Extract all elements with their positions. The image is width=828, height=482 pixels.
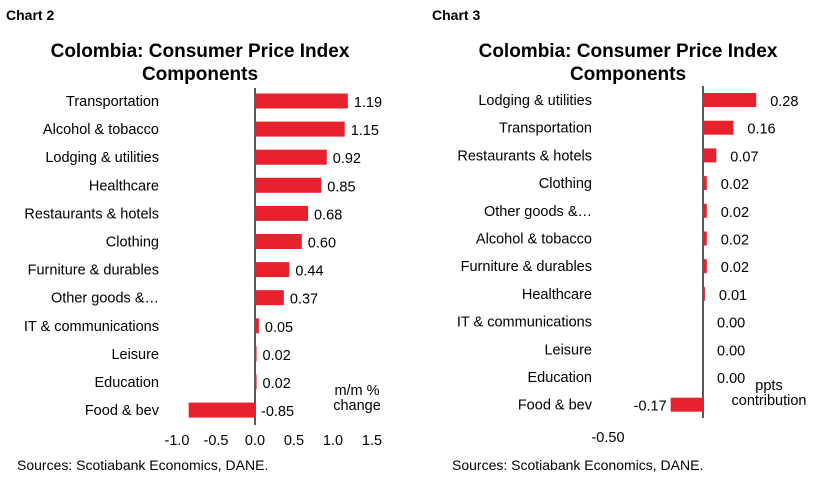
data-label: 0.92 <box>333 151 361 167</box>
chart-title-line-1: Colombia: Consumer Price Index <box>50 41 350 62</box>
data-label: 0.02 <box>721 205 749 221</box>
bar-chart-right: Lodging & utilities Transportation Restaur… <box>457 86 807 446</box>
bar <box>703 231 707 246</box>
category-label: Furniture & durables <box>28 263 159 279</box>
category-label: Healthcare <box>89 178 159 194</box>
category-label: Education <box>95 375 160 391</box>
chart-title: Colombia: Consumer Price Index Component… <box>0 40 400 86</box>
axis-unit-label: change <box>333 398 381 414</box>
data-label: 0.60 <box>308 236 336 252</box>
data-label: 0.02 <box>721 260 749 276</box>
bar <box>255 205 309 221</box>
category-label: Other goods &… <box>484 204 592 220</box>
data-label: 0.44 <box>295 264 323 280</box>
x-tick-label: -1.0 <box>165 433 190 449</box>
bar <box>703 176 707 191</box>
category-label: Other goods &… <box>51 291 159 307</box>
data-label: 0.85 <box>327 179 355 195</box>
data-label: 1.15 <box>351 123 379 139</box>
data-label: 0.37 <box>290 292 318 308</box>
x-tick-label: 0.0 <box>245 433 265 449</box>
data-label: 1.19 <box>354 95 382 111</box>
data-label: 0.07 <box>730 149 758 165</box>
chart-panel-right: Chart 3 Colombia: Consumer Price Index C… <box>414 0 828 482</box>
bar <box>703 120 734 135</box>
x-tick-label: 1.5 <box>362 433 382 449</box>
category-label: Food & bev <box>518 398 593 414</box>
data-label: 0.01 <box>719 288 747 304</box>
bar <box>255 234 302 249</box>
data-label: -0.17 <box>634 399 667 415</box>
x-tick-label: -0.50 <box>591 430 624 446</box>
bar <box>703 286 705 301</box>
category-label: Transportation <box>499 121 592 137</box>
data-label: -0.85 <box>261 404 294 420</box>
data-label: 0.02 <box>263 376 291 392</box>
x-tick-label: 0.5 <box>284 433 304 449</box>
data-label: 0.00 <box>717 343 745 359</box>
bar <box>255 374 257 390</box>
category-label: IT & communications <box>457 315 592 331</box>
data-label: 0.02 <box>263 348 291 364</box>
bar <box>703 148 717 163</box>
bar <box>188 402 255 418</box>
chart-number-label: Chart 2 <box>6 7 55 23</box>
category-label: Leisure <box>544 342 592 358</box>
bar <box>703 93 757 107</box>
bar <box>255 346 257 362</box>
data-label: 0.68 <box>314 207 342 223</box>
category-label: Food & bev <box>85 403 160 419</box>
axis-unit-label: m/m % <box>334 383 379 399</box>
data-label: 0.28 <box>770 94 798 110</box>
chart-title-line-2: Components <box>569 64 687 85</box>
data-label: 0.05 <box>265 320 293 336</box>
data-label: 0.00 <box>717 371 745 387</box>
sources-note: Sources: Scotiabank Economics, DANE. <box>17 457 269 473</box>
category-label: Transportation <box>66 94 159 110</box>
data-label: 0.02 <box>721 177 749 193</box>
chart-panel-left: Chart 2 Colombia: Consumer Price Index C… <box>0 7 400 473</box>
bar <box>255 318 259 334</box>
category-label: Alcohol & tobacco <box>476 232 592 248</box>
category-label: Furniture & durables <box>461 259 592 275</box>
bar <box>670 397 703 412</box>
bar <box>255 149 327 165</box>
category-label: Alcohol & tobacco <box>43 122 159 138</box>
category-label: Restaurants & hotels <box>24 206 159 222</box>
x-tick-label: -0.5 <box>204 433 229 449</box>
chart-title-line-1: Colombia: Consumer Price Index <box>478 41 778 62</box>
category-label: Lodging & utilities <box>45 150 159 166</box>
bar <box>703 203 707 218</box>
data-label: 0.00 <box>717 316 745 332</box>
category-label: Restaurants & hotels <box>457 148 592 164</box>
bar <box>703 259 707 274</box>
category-label: Clothing <box>106 235 159 251</box>
bar <box>255 177 322 193</box>
data-label: 0.16 <box>747 122 775 138</box>
data-label: 0.02 <box>721 233 749 249</box>
bar <box>255 93 348 109</box>
category-label: Education <box>528 370 593 386</box>
x-tick-label: 1.0 <box>323 433 343 449</box>
sources-note: Sources: Scotiabank Economics, DANE. <box>452 457 704 473</box>
bar <box>255 262 290 278</box>
category-label: Clothing <box>539 176 592 192</box>
chart-number-label: Chart 3 <box>432 7 481 23</box>
category-label: Healthcare <box>522 287 592 303</box>
chart-title-line-2: Components <box>141 64 259 85</box>
category-label: IT & communications <box>24 319 159 335</box>
bar <box>255 290 284 306</box>
category-label: Leisure <box>111 347 159 363</box>
chart-title: Colombia: Consumer Price Index Component… <box>428 40 828 86</box>
category-label: Lodging & utilities <box>478 93 592 109</box>
bar <box>255 121 345 137</box>
bar-chart-left: Transportation Alcohol & tobacco Lodging &… <box>24 88 382 449</box>
axis-unit-label: contribution <box>732 393 807 409</box>
axis-unit-label: ppts <box>755 378 782 394</box>
